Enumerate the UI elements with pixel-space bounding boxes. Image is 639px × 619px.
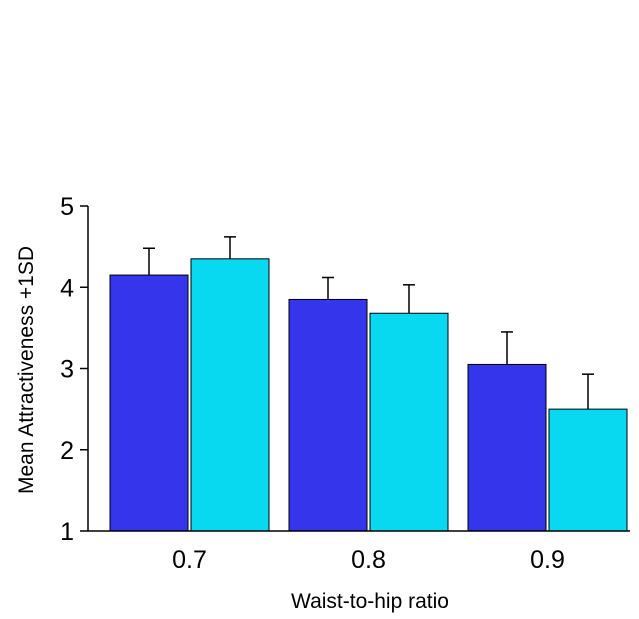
- error-bars-layer: [143, 236, 594, 410]
- bar-series-2-0.9: [548, 408, 628, 532]
- error-bar-series-1-0.7: [143, 247, 155, 276]
- x-axis-title: Waist-to-hip ratio: [291, 590, 449, 613]
- bar-series-2-0.7: [190, 258, 270, 532]
- y-tick-label-4: 4: [60, 274, 74, 302]
- bar-series-1-0.7: [109, 274, 189, 532]
- error-bar-series-2-0.9: [582, 373, 594, 410]
- axes-layer: 1 2 3 4 5 0.7 0.8 0.9: [60, 193, 630, 574]
- x-tick-label-0.8: 0.8: [351, 546, 386, 574]
- y-axis-title: Mean Attractiveness +1SD: [15, 246, 38, 494]
- x-tick-label-0.9: 0.9: [530, 546, 565, 574]
- bar-series-1-0.8: [288, 298, 368, 532]
- y-tick-label-5: 5: [60, 193, 74, 221]
- bars-layer: [109, 258, 628, 532]
- y-tick-label-3: 3: [60, 356, 74, 384]
- error-bar-series-1-0.9: [501, 331, 513, 365]
- bar-series-1-0.9: [467, 363, 547, 532]
- error-bar-series-2-0.8: [403, 284, 415, 314]
- error-bar-series-1-0.8: [322, 276, 334, 300]
- bar-series-2-0.8: [369, 312, 449, 532]
- y-tick-label-1: 1: [60, 518, 74, 546]
- y-tick-label-2: 2: [60, 437, 74, 465]
- error-bar-series-2-0.7: [224, 236, 236, 259]
- x-tick-label-0.7: 0.7: [172, 546, 207, 574]
